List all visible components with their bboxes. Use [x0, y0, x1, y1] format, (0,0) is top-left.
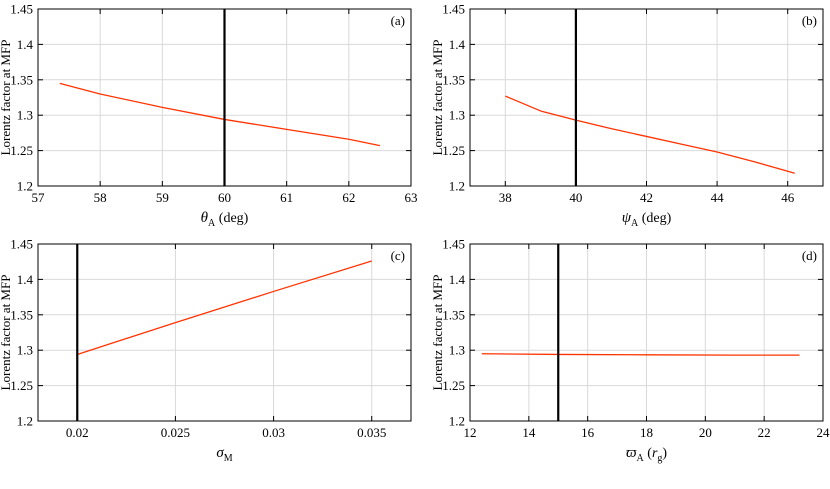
y-tick-label: 1.45	[10, 2, 33, 17]
x-axis-unit-symbol: r	[652, 446, 658, 461]
x-axis-subscript: A	[637, 453, 645, 464]
plot-frame	[469, 8, 824, 187]
x-tick-label: 46	[781, 190, 795, 205]
x-tick-label: 22	[758, 425, 771, 440]
y-tick-label: 1.45	[10, 237, 33, 252]
y-tick-label: 1.2	[17, 414, 33, 429]
y-tick-label: 1.2	[449, 414, 465, 429]
y-axis-label: Lorentz factor at MFP	[430, 275, 445, 391]
x-tick-label: 24	[817, 425, 830, 440]
panel-label: (b)	[802, 13, 817, 28]
panel-label: (c)	[391, 248, 405, 263]
y-tick-label: 1.35	[442, 72, 465, 87]
panel-b: 38 40 42 44 46 1.2 1.25 1.3 1.35 1.4 1.45 Lorentz f…	[430, 2, 824, 229]
x-tick-label: 58	[94, 190, 107, 205]
y-tick-label: 1.3	[17, 108, 33, 123]
x-tick-label: 0.03	[262, 425, 285, 440]
y-tick-label: 1.45	[442, 237, 465, 252]
x-axis-unit: (deg)	[215, 211, 248, 226]
y-tick-label: 1.45	[442, 2, 465, 17]
panel-d: 12 14 16 18 20 22 24 1.2 1.25 1.3 1.35 1.4 1.45 Loren…	[430, 237, 830, 465]
x-tick-label: 12	[464, 425, 477, 440]
plot-frame	[469, 243, 824, 422]
x-tick-label: 0.025	[161, 425, 190, 440]
x-axis-subscript: A	[631, 218, 639, 229]
x-axis-subscript: M	[224, 453, 233, 464]
x-axis-unit-close: )	[662, 446, 667, 461]
x-axis-label: ψA (deg)	[622, 210, 672, 229]
y-tick-label: 1.35	[10, 307, 33, 322]
series-line	[59, 82, 381, 147]
x-tick-label: 60	[218, 190, 231, 205]
y-tick-label: 1.2	[17, 179, 33, 194]
x-tick-label: 62	[342, 190, 355, 205]
y-tick-label: 1.35	[442, 307, 465, 322]
y-tick-label: 1.35	[10, 72, 33, 87]
x-tick-label: 63	[405, 190, 418, 205]
x-tick-label: 18	[640, 425, 653, 440]
y-tick-label: 1.3	[17, 343, 33, 358]
x-axis-subscript: A	[208, 218, 216, 229]
x-axis-label: σM	[216, 445, 232, 464]
panel-label: (a)	[391, 13, 405, 28]
y-axis-label: Lorentz factor at MFP	[430, 40, 445, 156]
y-tick-label: 1.25	[442, 378, 465, 393]
y-tick-label: 1.25	[442, 143, 465, 158]
y-tick-label: 1.3	[449, 108, 465, 123]
x-tick-label: 57	[32, 190, 46, 205]
y-tick-label: 1.2	[449, 179, 465, 194]
panel-label: (d)	[802, 248, 817, 263]
y-tick-label: 1.4	[449, 37, 466, 52]
x-tick-label: 20	[699, 425, 712, 440]
series-line	[77, 260, 372, 356]
y-axis-label: Lorentz factor at MFP	[0, 275, 13, 391]
x-tick-label: 42	[640, 190, 653, 205]
x-axis-label: θA (deg)	[201, 210, 249, 229]
y-tick-label: 1.4	[17, 37, 34, 52]
plot-frame	[37, 8, 412, 187]
x-tick-label: 16	[581, 425, 595, 440]
x-axis-symbol: θ	[201, 210, 209, 226]
y-tick-label: 1.4	[449, 272, 466, 287]
x-axis-label: ϖA (rg)	[626, 445, 667, 464]
x-axis-symbol: ψ	[622, 210, 632, 226]
x-tick-label: 0.035	[357, 425, 386, 440]
x-axis-symbol: σ	[216, 445, 224, 461]
panel-a: 57 58 59 60 61 62 63 1.2 1.25 1.3 1.35 1.4 1.45 Loren…	[0, 2, 418, 230]
x-axis-symbol: ϖ	[626, 445, 637, 461]
x-tick-label: 14	[522, 425, 536, 440]
x-tick-label: 0.02	[66, 425, 89, 440]
x-tick-label: 40	[569, 190, 582, 205]
y-tick-label: 1.4	[17, 272, 34, 287]
y-axis-label: Lorentz factor at MFP	[0, 40, 13, 156]
x-tick-label: 38	[499, 190, 512, 205]
panel-c: 0.02 0.025 0.03 0.035 1.2 1.25 1.3 1.35 1.4 1.45 L…	[0, 237, 412, 464]
x-axis-unit: (	[644, 446, 653, 461]
y-tick-label: 1.25	[10, 143, 33, 158]
x-axis-unit-subscript: g	[657, 453, 662, 464]
x-axis-unit: (deg)	[638, 211, 671, 226]
x-tick-label: 59	[156, 190, 169, 205]
y-tick-label: 1.3	[449, 343, 465, 358]
series-line	[481, 353, 800, 356]
x-tick-label: 61	[280, 190, 293, 205]
y-tick-label: 1.25	[10, 378, 33, 393]
x-tick-label: 44	[711, 190, 725, 205]
series-line	[505, 95, 795, 174]
plot-frame	[37, 243, 412, 422]
